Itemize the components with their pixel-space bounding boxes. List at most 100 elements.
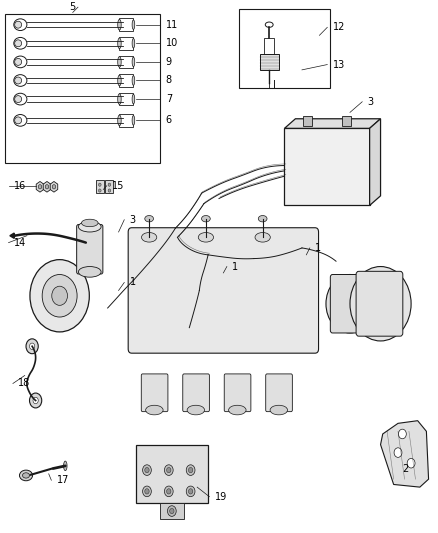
FancyBboxPatch shape xyxy=(128,228,318,353)
Circle shape xyxy=(164,465,173,475)
Circle shape xyxy=(326,274,374,333)
Bar xyxy=(120,74,134,87)
Bar xyxy=(136,445,208,503)
Text: 1: 1 xyxy=(232,262,238,271)
Ellipse shape xyxy=(14,56,27,68)
Ellipse shape xyxy=(14,77,21,84)
Ellipse shape xyxy=(14,93,27,105)
Ellipse shape xyxy=(14,59,21,66)
Bar xyxy=(120,18,134,31)
Circle shape xyxy=(52,184,56,189)
Text: 19: 19 xyxy=(215,492,227,502)
Text: 8: 8 xyxy=(166,76,172,85)
FancyBboxPatch shape xyxy=(77,224,103,274)
Text: 2: 2 xyxy=(403,464,409,473)
Ellipse shape xyxy=(132,20,135,29)
Circle shape xyxy=(186,486,195,497)
Circle shape xyxy=(108,183,111,186)
Ellipse shape xyxy=(265,22,273,27)
Ellipse shape xyxy=(132,38,135,48)
Ellipse shape xyxy=(118,75,121,86)
Circle shape xyxy=(361,280,400,328)
Text: 13: 13 xyxy=(332,60,345,69)
Circle shape xyxy=(188,467,193,473)
Circle shape xyxy=(143,486,151,497)
Ellipse shape xyxy=(258,215,267,222)
Ellipse shape xyxy=(118,19,121,30)
Text: 10: 10 xyxy=(166,38,178,49)
Bar xyxy=(5,14,160,163)
Ellipse shape xyxy=(118,56,121,67)
Ellipse shape xyxy=(187,405,205,415)
Circle shape xyxy=(166,489,171,494)
Ellipse shape xyxy=(14,37,27,49)
Polygon shape xyxy=(381,421,428,487)
Circle shape xyxy=(372,293,389,314)
Circle shape xyxy=(336,287,364,321)
Ellipse shape xyxy=(14,115,27,126)
Ellipse shape xyxy=(132,76,135,85)
Text: 12: 12 xyxy=(332,22,345,33)
Text: 14: 14 xyxy=(14,238,26,248)
Circle shape xyxy=(170,508,174,514)
Circle shape xyxy=(186,465,195,475)
Ellipse shape xyxy=(118,115,121,126)
Text: 18: 18 xyxy=(18,378,30,389)
Bar xyxy=(285,128,370,205)
Text: 9: 9 xyxy=(166,57,172,67)
Bar xyxy=(120,114,134,127)
Polygon shape xyxy=(370,119,381,205)
FancyBboxPatch shape xyxy=(266,374,292,411)
Text: 7: 7 xyxy=(166,94,172,104)
Ellipse shape xyxy=(14,117,21,124)
FancyArrow shape xyxy=(10,233,14,238)
Ellipse shape xyxy=(14,95,21,102)
Text: 5: 5 xyxy=(70,2,76,12)
Bar xyxy=(343,116,351,126)
Ellipse shape xyxy=(14,19,27,30)
Circle shape xyxy=(145,467,149,473)
Text: 3: 3 xyxy=(130,215,136,225)
Text: 6: 6 xyxy=(166,115,172,125)
Bar xyxy=(106,181,113,193)
Ellipse shape xyxy=(132,116,135,125)
Ellipse shape xyxy=(141,232,157,242)
Circle shape xyxy=(188,489,193,494)
Ellipse shape xyxy=(270,405,288,415)
Ellipse shape xyxy=(118,94,121,104)
Ellipse shape xyxy=(14,21,21,28)
Ellipse shape xyxy=(146,405,163,415)
Ellipse shape xyxy=(14,40,21,47)
Text: 1: 1 xyxy=(315,243,321,253)
Bar xyxy=(120,55,134,68)
Bar xyxy=(239,9,330,88)
Circle shape xyxy=(33,397,38,403)
FancyBboxPatch shape xyxy=(260,54,279,70)
FancyBboxPatch shape xyxy=(356,271,403,336)
Circle shape xyxy=(29,393,42,408)
Ellipse shape xyxy=(118,38,121,49)
Circle shape xyxy=(26,339,38,354)
Bar xyxy=(160,503,184,519)
Ellipse shape xyxy=(78,221,101,232)
Circle shape xyxy=(407,458,415,468)
Text: 16: 16 xyxy=(14,181,26,191)
Circle shape xyxy=(350,266,411,341)
Ellipse shape xyxy=(14,75,27,86)
Bar xyxy=(303,116,312,126)
Circle shape xyxy=(45,184,49,189)
Bar xyxy=(96,181,104,193)
Ellipse shape xyxy=(198,232,214,242)
Ellipse shape xyxy=(81,219,98,227)
Ellipse shape xyxy=(255,232,270,242)
Ellipse shape xyxy=(201,215,210,222)
Ellipse shape xyxy=(132,94,135,104)
Bar xyxy=(264,38,275,54)
FancyBboxPatch shape xyxy=(330,274,370,333)
Circle shape xyxy=(167,506,176,516)
Ellipse shape xyxy=(145,215,153,222)
Circle shape xyxy=(166,467,171,473)
Text: 17: 17 xyxy=(57,475,69,485)
Ellipse shape xyxy=(229,405,246,415)
Circle shape xyxy=(399,429,406,439)
